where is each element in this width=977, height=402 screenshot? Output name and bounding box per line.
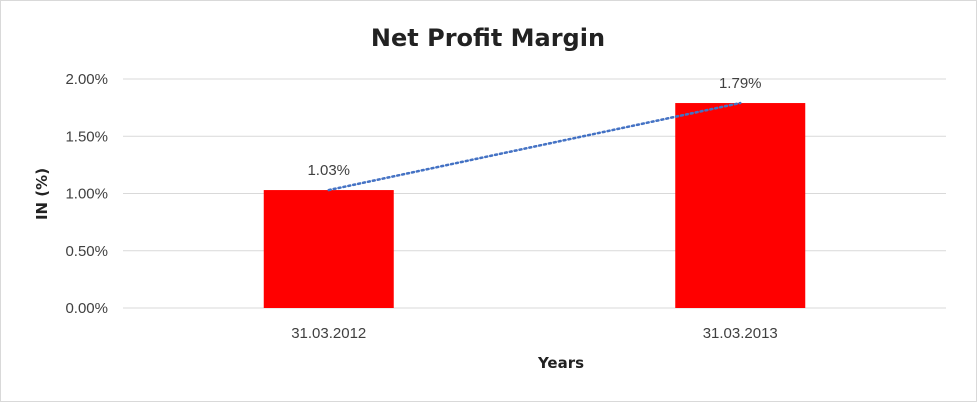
grid-layer <box>123 78 946 309</box>
chart-title: Net Profit Margin <box>371 24 605 52</box>
bars-layer <box>263 103 806 308</box>
trendline-layer <box>327 101 742 192</box>
bar-31-03-2012 <box>263 190 394 308</box>
bar-31-03-2013 <box>675 103 806 308</box>
trendline <box>327 101 742 192</box>
y-tick-label: 0.50% <box>65 243 108 260</box>
y-tick-label: 2.00% <box>65 71 108 88</box>
data-label: 1.79% <box>719 75 762 92</box>
y-tick-label: 1.50% <box>65 128 108 145</box>
labels-layer: 0.00% 0.50% 1.00% 1.50% 2.00% 31.03.2012 1.03%… <box>65 71 777 342</box>
data-label: 1.03% <box>307 162 350 179</box>
y-tick-label: 0.00% <box>65 300 108 317</box>
x-axis-title: Years <box>537 354 584 372</box>
y-axis-title: IN (%) <box>33 168 51 220</box>
x-tick-label: 31.03.2012 <box>291 325 366 342</box>
x-tick-label: 31.03.2013 <box>703 325 778 342</box>
y-tick-label: 1.00% <box>65 186 108 203</box>
